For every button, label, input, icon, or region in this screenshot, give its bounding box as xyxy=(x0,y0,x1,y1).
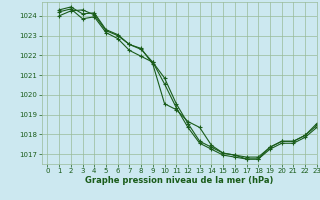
X-axis label: Graphe pression niveau de la mer (hPa): Graphe pression niveau de la mer (hPa) xyxy=(85,176,273,185)
